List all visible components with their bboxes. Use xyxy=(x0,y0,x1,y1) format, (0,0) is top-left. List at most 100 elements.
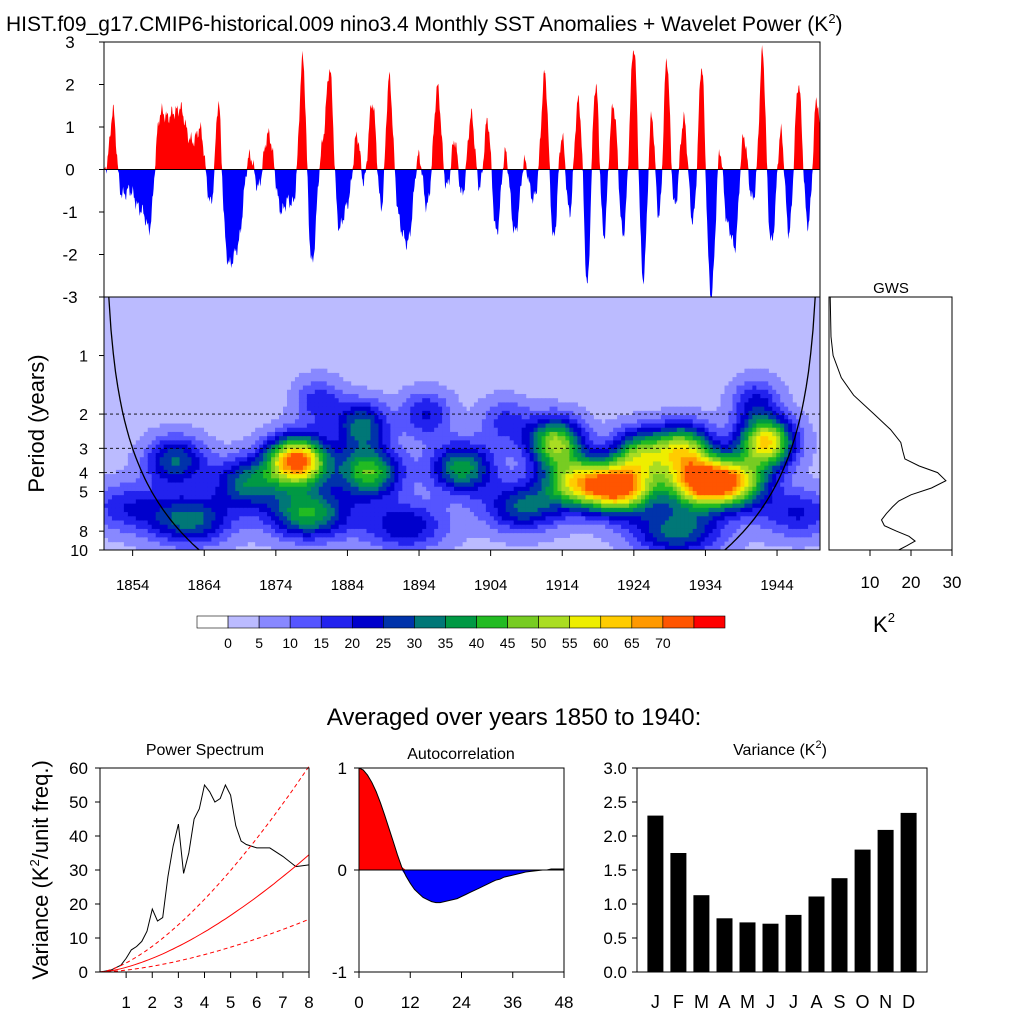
wavelet-cell xyxy=(283,465,288,471)
wavelet-cell xyxy=(485,419,491,425)
wavelet-cell xyxy=(306,444,312,450)
wavelet-cell xyxy=(676,427,682,433)
wavelet-cell xyxy=(450,393,455,399)
wavelet-cell xyxy=(322,507,328,513)
wavelet-cell xyxy=(127,495,133,500)
wavelet-cell xyxy=(298,541,304,547)
wavelet-cell xyxy=(267,537,272,543)
wavelet-cell xyxy=(446,465,451,471)
wavelet-cell xyxy=(354,520,360,526)
wavelet-cell xyxy=(641,499,646,505)
wavelet-cell xyxy=(692,499,698,505)
wavelet-cell xyxy=(704,431,710,437)
wavelet-cell xyxy=(549,495,555,500)
wavelet-cell xyxy=(462,423,467,429)
wavelet-cell xyxy=(454,406,459,412)
wavelet-cell xyxy=(577,520,582,526)
wavelet-cell xyxy=(382,465,388,471)
wavelet-cell xyxy=(469,415,475,420)
wavelet-cell xyxy=(318,402,324,408)
wavelet-cell xyxy=(696,415,702,420)
wavelet-cell xyxy=(489,461,495,467)
wavelet-cell xyxy=(398,537,403,543)
wavelet-cell xyxy=(394,419,399,425)
wavelet-cell xyxy=(104,499,109,505)
wavelet-cell xyxy=(290,436,296,441)
wavelet-cell xyxy=(565,486,570,492)
wavelet-cell xyxy=(191,448,197,454)
wavelet-cell xyxy=(625,440,630,446)
wavelet-cell xyxy=(517,457,523,463)
wavelet-cell xyxy=(688,474,694,479)
wavelet-cell xyxy=(501,495,507,500)
wavelet-cell xyxy=(370,444,376,450)
wavelet-cell xyxy=(641,461,646,467)
wavelet-cell xyxy=(489,528,495,534)
wavelet-cell xyxy=(537,415,543,420)
wavelet-cell xyxy=(111,486,117,492)
wavelet-cell xyxy=(462,448,467,454)
wavelet-cell xyxy=(529,465,535,471)
wavelet-cell xyxy=(370,474,376,479)
wavelet-cell xyxy=(294,545,300,550)
wavelet-cell xyxy=(664,486,670,492)
wavelet-cell xyxy=(569,495,574,500)
wavelet-cell xyxy=(473,440,479,446)
wavelet-cell xyxy=(625,520,630,526)
wavelet-cell xyxy=(597,469,602,475)
wavelet-cell xyxy=(326,499,332,505)
wavelet-cell xyxy=(366,533,372,538)
wavelet-cell xyxy=(513,469,519,475)
wavelet-cell xyxy=(505,393,511,399)
wavelet-cell xyxy=(326,478,332,484)
wavelet-cell xyxy=(489,490,495,496)
wavelet-cell xyxy=(664,453,670,458)
wavelet-cell xyxy=(279,537,284,543)
wavelet-cell xyxy=(111,528,117,534)
wavelet-cell xyxy=(676,478,682,484)
wavelet-cell xyxy=(211,520,216,526)
wavelet-cell xyxy=(123,478,129,484)
wavelet-cell xyxy=(275,461,280,467)
wavelet-cell xyxy=(239,490,244,496)
wavelet-cell xyxy=(700,465,706,471)
wavelet-cell xyxy=(318,377,324,382)
wavelet-cell xyxy=(394,482,399,488)
wavelet-cell xyxy=(298,372,304,378)
wavelet-cell xyxy=(565,415,570,420)
wavelet-cell xyxy=(135,490,141,496)
wavelet-cell xyxy=(625,524,630,530)
wavelet-cell xyxy=(589,415,594,420)
wavelet-cell xyxy=(430,423,435,429)
wavelet-cell xyxy=(537,528,543,534)
wavelet-cell xyxy=(601,457,606,463)
wavelet-cell xyxy=(465,507,471,513)
wavelet-cell xyxy=(696,410,702,416)
wavelet-cell xyxy=(382,398,388,404)
wavelet-cell xyxy=(127,520,133,526)
wavelet-cell xyxy=(485,507,491,513)
wavelet-cell xyxy=(557,453,563,458)
wavelet-cell xyxy=(406,516,411,522)
wavelet-cell xyxy=(541,516,547,522)
wavelet-cell xyxy=(346,482,352,488)
wavelet-cell xyxy=(501,516,507,522)
wavelet-cell xyxy=(370,415,376,420)
wavelet-cell xyxy=(537,410,543,416)
wavelet-cell xyxy=(688,516,694,522)
wavelet-cell xyxy=(553,406,559,412)
wavelet-cell xyxy=(139,436,145,441)
wavelet-cell xyxy=(633,415,638,420)
wavelet-cell xyxy=(354,419,360,425)
wavelet-cell xyxy=(195,541,201,547)
wavelet-cell xyxy=(541,461,547,467)
wavelet-cell xyxy=(434,389,439,395)
wavelet-cell xyxy=(688,448,694,454)
wavelet-cell xyxy=(171,436,177,441)
wavelet-cell xyxy=(430,486,435,492)
wavelet-cell xyxy=(442,419,447,425)
wavelet-cell xyxy=(187,478,193,484)
wavelet-cell xyxy=(644,486,650,492)
wavelet-cell xyxy=(465,524,471,530)
wavelet-cell xyxy=(275,448,280,454)
